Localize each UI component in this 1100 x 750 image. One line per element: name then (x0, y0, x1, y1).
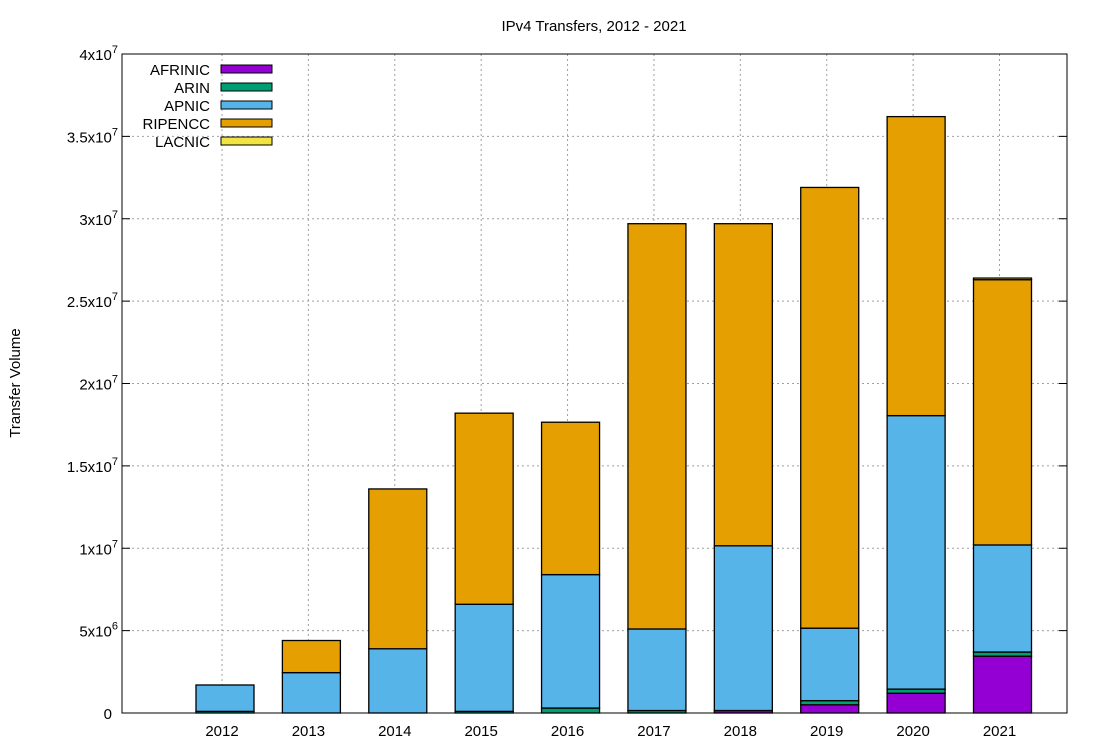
bar-afrinic-2020 (886, 692, 946, 714)
bar-apnic-2018 (713, 545, 773, 712)
bar-afrinic-2019 (800, 704, 860, 714)
bar-apnic-2017 (627, 628, 687, 712)
bar-apnic-2014 (368, 648, 428, 714)
x-tick-label: 2017 (637, 723, 670, 740)
bar-apnic-2013 (281, 671, 342, 714)
bar-ripencc-2019 (800, 186, 860, 629)
bar-apnic-2021 (972, 544, 1033, 653)
bar-ripencc-2017 (627, 223, 687, 630)
legend-swatch-apnic (220, 100, 273, 110)
legend-swatch-lacnic (220, 136, 273, 146)
legend-swatch-ripencc (220, 118, 273, 128)
bar-ripencc-2016 (540, 421, 601, 576)
x-tick-label: 2014 (378, 723, 411, 740)
bar-apnic-2020 (886, 414, 946, 690)
chart-title: IPv4 Transfers, 2012 - 2021 (501, 18, 686, 35)
legend-swatch-afrinic (220, 64, 273, 74)
y-axis-label: Transfer Volume (7, 328, 24, 438)
y-ticks: 0 5x106 1x107 1.5x107 2x107 2.5x107 3x107 3.5x1… (67, 44, 1067, 723)
y-tick-label: 5x106 (79, 621, 118, 641)
bar-apnic-2019 (800, 627, 860, 702)
x-tick-label: 2013 (292, 723, 325, 740)
legend-label: ARIN (174, 80, 210, 97)
bar-afrinic-2021 (972, 655, 1033, 714)
bar-apnic-2012 (195, 684, 255, 713)
x-ticks: 2012 2013 2014 2015 2016 2017 2018 2019 2020 2021 (205, 723, 1016, 740)
y-tick-label: 1.5x107 (67, 456, 118, 476)
bar-apnic-2016 (540, 573, 601, 709)
bar-ripencc-2014 (368, 488, 428, 650)
bar-ripencc-2015 (454, 412, 514, 605)
x-tick-label: 2012 (205, 723, 238, 740)
y-tick-label: 2.5x107 (67, 291, 118, 311)
legend-swatch-arin (220, 82, 273, 92)
legend-label: LACNIC (155, 134, 210, 151)
bar-ripencc-2020 (886, 115, 946, 417)
x-tick-label: 2018 (724, 723, 757, 740)
x-tick-label: 2021 (983, 723, 1016, 740)
bar-ripencc-2021 (972, 279, 1033, 546)
y-tick-label: 3.5x107 (67, 126, 118, 146)
bar-arin-2016 (540, 707, 601, 714)
legend-label: APNIC (164, 98, 210, 115)
y-tick-label: 4x107 (79, 44, 118, 64)
bar-ripencc-2013 (281, 639, 342, 674)
bar-lacnic-2021 (972, 277, 1033, 281)
y-tick-label: 2x107 (79, 374, 118, 394)
legend-label: RIPENCC (142, 116, 210, 133)
y-tick-label: 3x107 (79, 209, 118, 229)
y-tick-label: 1x107 (79, 538, 118, 558)
x-tick-label: 2020 (896, 723, 929, 740)
bar-apnic-2015 (454, 603, 514, 713)
bar-ripencc-2018 (713, 223, 773, 547)
bars (195, 115, 1033, 714)
x-tick-label: 2019 (810, 723, 843, 740)
legend-label: AFRINIC (150, 62, 210, 79)
x-tick-label: 2015 (464, 723, 497, 740)
y-tick-label: 0 (104, 706, 112, 723)
x-tick-label: 2016 (551, 723, 584, 740)
